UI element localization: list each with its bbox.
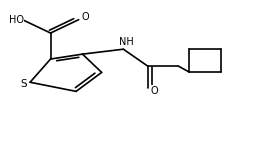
Text: O: O <box>150 86 158 96</box>
Text: NH: NH <box>118 37 133 47</box>
Text: S: S <box>20 79 27 89</box>
Text: O: O <box>81 12 89 22</box>
Text: HO: HO <box>8 15 24 25</box>
